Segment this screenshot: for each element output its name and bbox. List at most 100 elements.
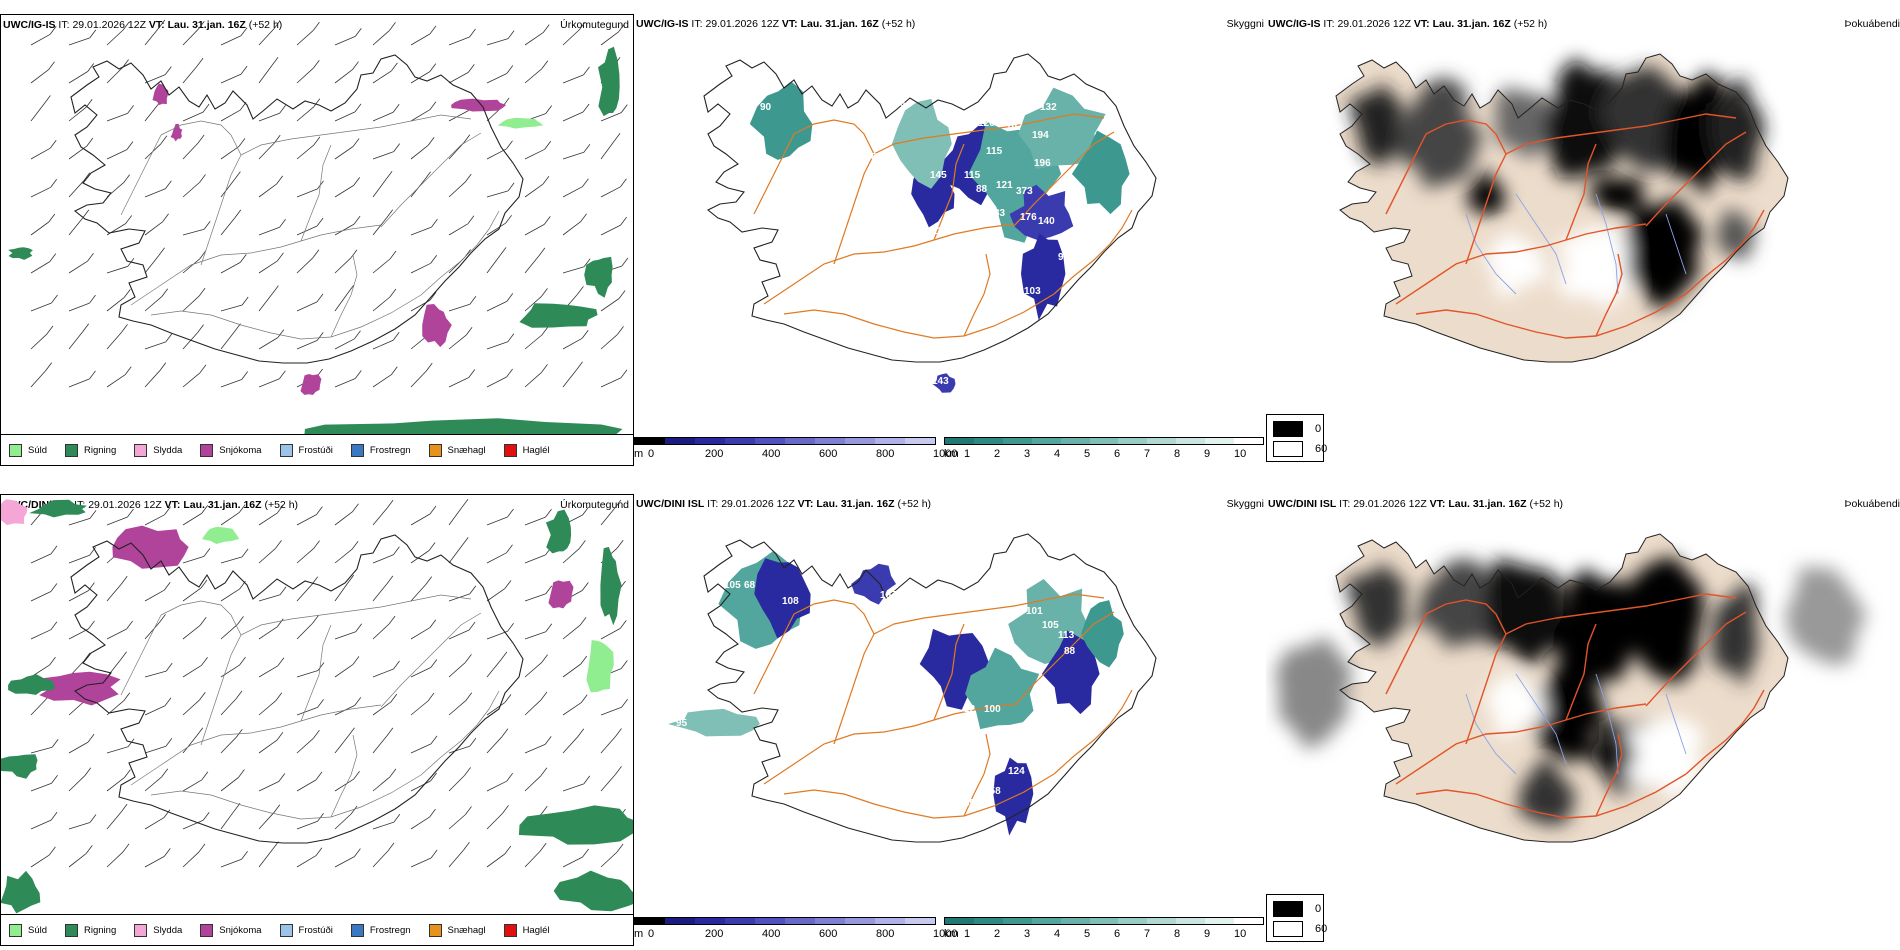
fog-key-item: 60: [1273, 441, 1327, 457]
fog-area: [1482, 231, 1547, 299]
scale-step: [1176, 438, 1206, 444]
legend-swatch: [200, 443, 214, 457]
fog-key-item: 0: [1273, 421, 1321, 437]
scale-tick-label: 4: [1054, 928, 1061, 940]
legend-item: Rigning: [65, 923, 116, 937]
legend-item: Snæhagl: [428, 923, 486, 937]
visibility-value-label: 258: [860, 152, 877, 163]
fog-area: [1618, 556, 1704, 685]
visibility-value-label: 140: [1038, 216, 1055, 227]
scale-step: [973, 438, 1003, 444]
scale-tick-label: 2: [994, 928, 1001, 940]
fog-area: [1553, 225, 1636, 311]
fog-area: [1785, 566, 1867, 666]
visibility-value-label: 108: [782, 596, 799, 607]
visibility-map-top: UWC/IG-IS IT: 29.01.2026 12Z VT: Lau. 31…: [634, 14, 1266, 466]
scale-step: [1147, 918, 1177, 924]
visibility-area: [1018, 87, 1106, 170]
visibility-value-label: 88: [986, 106, 998, 117]
legend-swatch: [428, 923, 442, 937]
precip-area: [8, 247, 33, 260]
fog-area: [1516, 759, 1576, 826]
scale-step: [1118, 918, 1148, 924]
visibility-scale-m-top: m 0 200 400 600 800 1000: [634, 437, 957, 465]
fog-area: [1663, 71, 1726, 199]
legend-item: Snjókoma: [200, 923, 262, 937]
fog-area: [1708, 76, 1765, 183]
visibility-value-label: 119: [932, 226, 949, 237]
run-header: UWC/IG-IS IT: 29.01.2026 12Z VT: Lau. 31…: [636, 18, 916, 30]
precip-area: [152, 83, 169, 105]
visibility-value-label: 101: [1026, 606, 1043, 617]
legend-label: Rigning: [84, 444, 117, 456]
scale-tick-label: 3: [1024, 928, 1031, 940]
visibility-value-label: 101: [880, 152, 897, 163]
scale-tick-label: 400: [762, 448, 781, 460]
visibility-area: [1021, 233, 1066, 321]
scale-step: [755, 438, 785, 444]
legend-swatch: [279, 443, 293, 457]
visibility-value-label: 98: [694, 602, 706, 613]
fog-key-label: 0: [1315, 903, 1322, 915]
scale-step: [945, 438, 974, 444]
fog-area: [1485, 558, 1565, 667]
legend-item: Slydda: [134, 443, 182, 457]
legend-label: Frostúði: [298, 444, 333, 456]
fog-key-item: 60: [1273, 921, 1327, 937]
run-header: UWC/DINI ISL IT: 29.01.2026 12Z VT: Lau.…: [636, 498, 932, 510]
fog-area: [1529, 656, 1605, 763]
legend-item: Slydda: [134, 923, 183, 937]
fog-key-label: 0: [1315, 423, 1322, 435]
map-canvas: 01 12 26 90 77 96 332 88 189 132 258 106 126 107 115 19…: [694, 53, 1157, 393]
visibility-value-label: 103: [1024, 286, 1041, 297]
visibility-area: [891, 98, 952, 189]
legend-item: Frostúði: [279, 443, 333, 457]
legend-swatch: [503, 923, 517, 937]
scale-step: [635, 918, 665, 924]
scale-tick-label: 10: [1234, 448, 1247, 460]
legend-label: Slydda: [153, 924, 183, 936]
visibility-value-label: 158: [984, 786, 1001, 797]
legend-label: Haglél: [522, 924, 550, 936]
scale-step: [1118, 438, 1148, 444]
panel-title: Skyggni: [1226, 18, 1264, 30]
precip-area: [300, 374, 322, 395]
fog-key-swatch: [1273, 901, 1303, 917]
scale-step: [725, 918, 755, 924]
visibility-value-label: 12: [964, 704, 976, 715]
fog-key-label: 60: [1315, 443, 1328, 455]
panel-title: Úrkomutegund: [560, 19, 629, 31]
visibility-area: [1071, 130, 1130, 215]
legend-label: Snæhagl: [447, 924, 486, 936]
panel-title: Úrkomutegund: [560, 499, 629, 511]
scale-tick-label: 200: [705, 448, 724, 460]
fog-key-swatch: [1273, 421, 1303, 437]
visibility-area: [1041, 630, 1100, 715]
visibility-value-label: 115: [986, 146, 1003, 157]
panel-title: Skyggni: [1226, 498, 1264, 510]
scale-step: [1060, 438, 1090, 444]
legend-swatch: [134, 443, 148, 457]
fog-area: [1715, 210, 1757, 260]
legend-item: Súld: [9, 443, 47, 457]
scale-tick-label: 1000: [933, 928, 958, 940]
visibility-value-label: 132: [1040, 102, 1057, 113]
visibility-value-label: 01: [694, 102, 706, 113]
visibility-value-label: 106: [950, 114, 967, 125]
legend-item: Snæhagl: [428, 443, 486, 457]
visibility-area: [919, 628, 990, 710]
panel-title: Þokuábendi: [1844, 498, 1900, 510]
visibility-value-label: 107: [1006, 122, 1023, 133]
fog-area: [1275, 636, 1354, 750]
visibility-value-label: 115: [964, 170, 981, 181]
fog-area: [1711, 581, 1758, 688]
visibility-value-label: 107: [880, 590, 897, 601]
visibility-value-label: 128: [916, 700, 933, 711]
scale-tick-label: 6: [1114, 928, 1121, 940]
fog-area: [1598, 66, 1684, 173]
precip-area: [518, 805, 633, 845]
visibility-value-label: 196: [1034, 158, 1051, 169]
visibility-value-label: 106: [996, 746, 1013, 757]
legend-swatch: [9, 923, 22, 937]
